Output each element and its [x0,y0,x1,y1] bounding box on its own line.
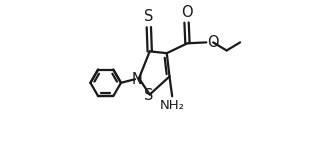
Text: NH₂: NH₂ [160,99,185,112]
Text: S: S [144,9,153,24]
Text: N: N [132,72,143,87]
Text: S: S [144,88,153,103]
Text: O: O [181,5,192,20]
Text: O: O [208,35,219,50]
